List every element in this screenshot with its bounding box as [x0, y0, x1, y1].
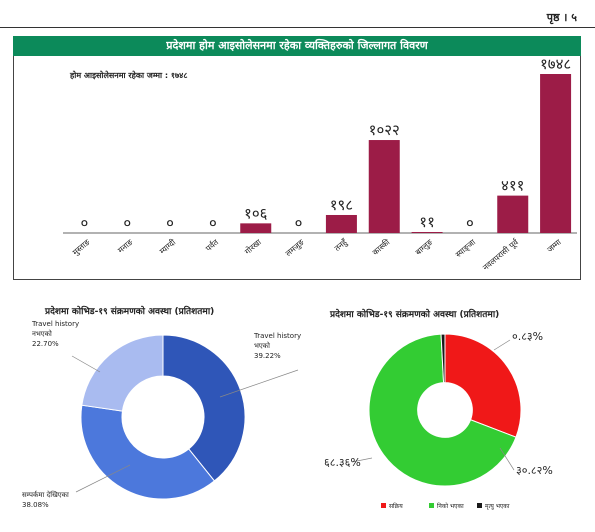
x-tick-label: मनाङ: [116, 237, 135, 255]
slice-percent: 39.22%: [254, 352, 281, 360]
bar: [325, 214, 357, 233]
slice-percent: ६८.३६%: [324, 456, 361, 469]
total-annotation: होम आइसोलेसनमा रहेका जम्मा : १७४८: [70, 71, 188, 80]
legend-label: निको भएका: [437, 502, 464, 510]
x-tick-label: कास्की: [370, 236, 392, 257]
bar-value-label: १०६: [244, 204, 268, 222]
slice-percent: ३०.८२%: [516, 464, 553, 477]
slice-percent: 22.70%: [32, 340, 59, 348]
x-tick-label: म्याग्दी: [157, 236, 178, 256]
bar: [540, 74, 572, 233]
x-tick-label: गोरखा: [242, 236, 263, 256]
x-tick-label: जम्मा: [545, 237, 563, 254]
bar-value-label: ०: [209, 214, 217, 232]
pie-slice: [162, 334, 246, 482]
x-tick-label: लमजुङ: [284, 237, 307, 259]
bar: [411, 231, 443, 233]
chart-title-banner: प्रदेशमा होम आइसोलेसनमा रहेका व्यक्तिहरु…: [13, 36, 581, 56]
bar: [240, 223, 272, 233]
leader-line: [351, 457, 373, 463]
bar-value-label: १७४८: [540, 55, 571, 73]
bar-value-label: ०: [81, 214, 89, 232]
bar-value-label: १०२२: [369, 121, 400, 139]
legend-label: मृत्यु भएका: [485, 503, 510, 510]
pie-slice: [440, 333, 446, 384]
legend-swatch: [477, 503, 482, 508]
pie-slice: [81, 334, 164, 412]
page-number: पृष्ठ । ५: [546, 11, 577, 24]
x-tick-label: पर्वत: [203, 237, 220, 254]
slice-percent: 38.08%: [22, 501, 49, 509]
leader-line: [499, 447, 515, 471]
x-tick-label: नवलपरासी पूर्व: [481, 236, 522, 273]
x-tick-label: तनहुँ: [332, 236, 350, 254]
donut-right-title: प्रदेशमा कोभिड-१९ संक्रमणको अवस्था (प्रत…: [330, 310, 500, 320]
pie-slice: [368, 333, 517, 487]
bar-value-label: ०: [466, 214, 474, 232]
leader-line: [75, 464, 131, 493]
pie-slice: [80, 404, 216, 500]
donut-left-title: प्रदेशमा कोभिड-१९ संक्रमणको अवस्था (प्रत…: [45, 307, 215, 317]
leader-line: [493, 339, 511, 351]
slice-label: Travel history: [253, 332, 301, 340]
legend-swatch: [429, 503, 434, 508]
bar: [497, 195, 529, 233]
header-rule: [0, 27, 595, 28]
legend-swatch: [381, 503, 386, 508]
bar-value-label: ११: [419, 213, 435, 231]
bar-chart-frame: [13, 56, 581, 280]
slice-label: भएको: [254, 341, 270, 350]
legend-label: सक्रिय: [389, 502, 403, 510]
leader-line: [71, 355, 101, 373]
x-tick-label: बाग्लुङ: [414, 237, 436, 258]
x-tick-label: स्याङ्जा: [454, 237, 479, 260]
slice-percent: ०.८३%: [512, 330, 543, 343]
slice-label: सम्पर्कमा देखिएका: [22, 490, 69, 499]
bar-value-label: ०: [295, 214, 303, 232]
slice-label: Travel history: [31, 320, 79, 328]
bar: [368, 140, 400, 233]
bar-value-label: ०: [166, 214, 174, 232]
bar-value-label: १९८: [330, 196, 353, 214]
bar-value-label: ०: [123, 214, 131, 232]
x-tick-label: मुस्ताङ: [71, 237, 93, 258]
leader-line: [219, 369, 299, 398]
slice-label: नभएको: [32, 329, 52, 338]
bar-value-label: ४११: [501, 177, 524, 195]
pie-slice: [444, 333, 522, 438]
